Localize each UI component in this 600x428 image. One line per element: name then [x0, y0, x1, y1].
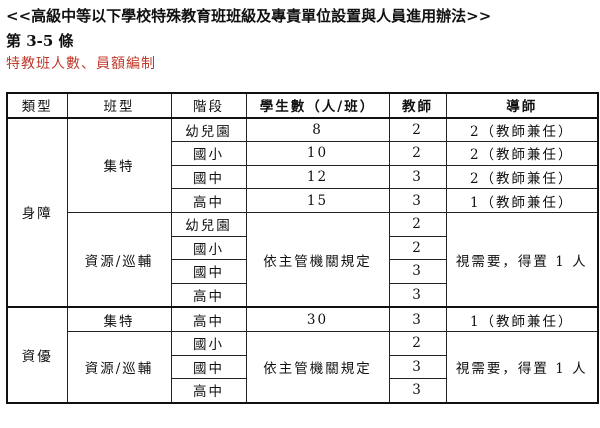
teachers-cell: 3 — [388, 354, 447, 380]
table-row: 資源/巡輔 國小 依主管機關規定 2 視需要，得置 1 人 — [7, 330, 599, 404]
header-type: 類型 — [6, 92, 68, 119]
students-cell: 10 — [245, 141, 390, 166]
header-stage: 階段 — [170, 92, 247, 119]
stage-cell: 高中 — [170, 188, 247, 213]
header-mentor: 導師 — [445, 92, 599, 119]
teachers-cell: 2 — [388, 116, 447, 143]
teachers-cell: 3 — [388, 378, 447, 404]
teachers-cell: 2 — [388, 141, 447, 166]
header-teachers: 教師 — [388, 92, 447, 119]
stage-cell: 幼兒園 — [170, 211, 247, 237]
class-type-cell: 集特 — [66, 306, 172, 332]
table-row: 資優 集特 高中 30 3 1（教師兼任） — [6, 306, 599, 404]
mentor-cell: 2（教師兼任） — [445, 164, 599, 190]
teachers-cell: 3 — [388, 188, 447, 213]
mentor-cell: 2（教師兼任） — [445, 141, 599, 166]
staffing-table: 類型 班型 階段 學生數（人/班） 教師 導師 身障 集特 幼兒園 8 2 2（… — [6, 92, 599, 404]
table-row: 高中 15 3 1（教師兼任） — [7, 188, 599, 213]
teachers-cell: 3 — [388, 259, 447, 284]
mentor-cell: 1（教師兼任） — [445, 306, 599, 332]
stage-cell: 國小 — [170, 235, 247, 261]
table-row: 國中 12 3 2（教師兼任） — [7, 164, 599, 190]
students-cell: 8 — [245, 116, 390, 143]
students-cell: 15 — [245, 188, 390, 213]
header-class-type: 班型 — [66, 92, 172, 119]
class-type-cell: 集特 — [66, 116, 172, 213]
table-row: 身障 集特 幼兒園 8 2 2（教師兼任） — [6, 116, 599, 308]
students-cell: 依主管機關規定 — [245, 330, 390, 404]
stage-cell: 國小 — [170, 330, 247, 356]
stage-cell: 國中 — [170, 354, 247, 380]
stage-cell: 高中 — [170, 306, 247, 332]
teachers-cell: 3 — [388, 306, 447, 332]
class-type-cell: 資源/巡輔 — [66, 211, 172, 309]
document-title: <<高級中等以下學校特殊教育班班級及專責單位設置與人員進用辦法>> — [6, 7, 492, 25]
mentor-cell: 視需要，得置 1 人 — [445, 330, 599, 404]
students-cell: 依主管機關規定 — [245, 211, 390, 309]
class-type-cell: 資源/巡輔 — [66, 330, 172, 404]
stage-cell: 高中 — [170, 282, 247, 309]
teachers-cell: 3 — [388, 282, 447, 309]
teachers-cell: 2 — [388, 330, 447, 356]
stage-cell: 高中 — [170, 378, 247, 404]
table-row: 國中 3 — [7, 259, 598, 284]
article-number: 第 3-5 條 — [6, 32, 74, 50]
teachers-cell: 2 — [388, 211, 447, 237]
teachers-cell: 3 — [388, 164, 447, 190]
mentor-cell: 2（教師兼任） — [445, 116, 599, 143]
table-header-row: 類型 班型 階段 學生數（人/班） 教師 導師 — [6, 92, 599, 119]
students-cell: 12 — [245, 164, 390, 190]
table-row: 國小 2 — [7, 235, 598, 261]
students-cell: 30 — [245, 306, 390, 332]
table-row: 國中 3 — [7, 354, 598, 380]
stage-cell: 國中 — [170, 259, 247, 284]
teachers-cell: 2 — [388, 235, 447, 261]
table-row: 高中 3 — [7, 282, 598, 309]
header-students: 學生數（人/班） — [245, 92, 390, 119]
mentor-cell: 視需要，得置 1 人 — [445, 211, 599, 309]
stage-cell: 國小 — [170, 141, 247, 166]
stage-cell: 幼兒園 — [170, 116, 247, 143]
table-row: 資源/巡輔 幼兒園 依主管機關規定 2 視需要，得置 1 人 — [7, 211, 599, 309]
stage-cell: 國中 — [170, 164, 247, 190]
type-cell: 資優 — [6, 306, 68, 404]
table-row: 高中 3 — [7, 378, 598, 404]
mentor-cell: 1（教師兼任） — [445, 188, 599, 213]
type-cell: 身障 — [6, 116, 68, 308]
section-subtitle: 特教班人數、員額編制 — [6, 56, 156, 72]
